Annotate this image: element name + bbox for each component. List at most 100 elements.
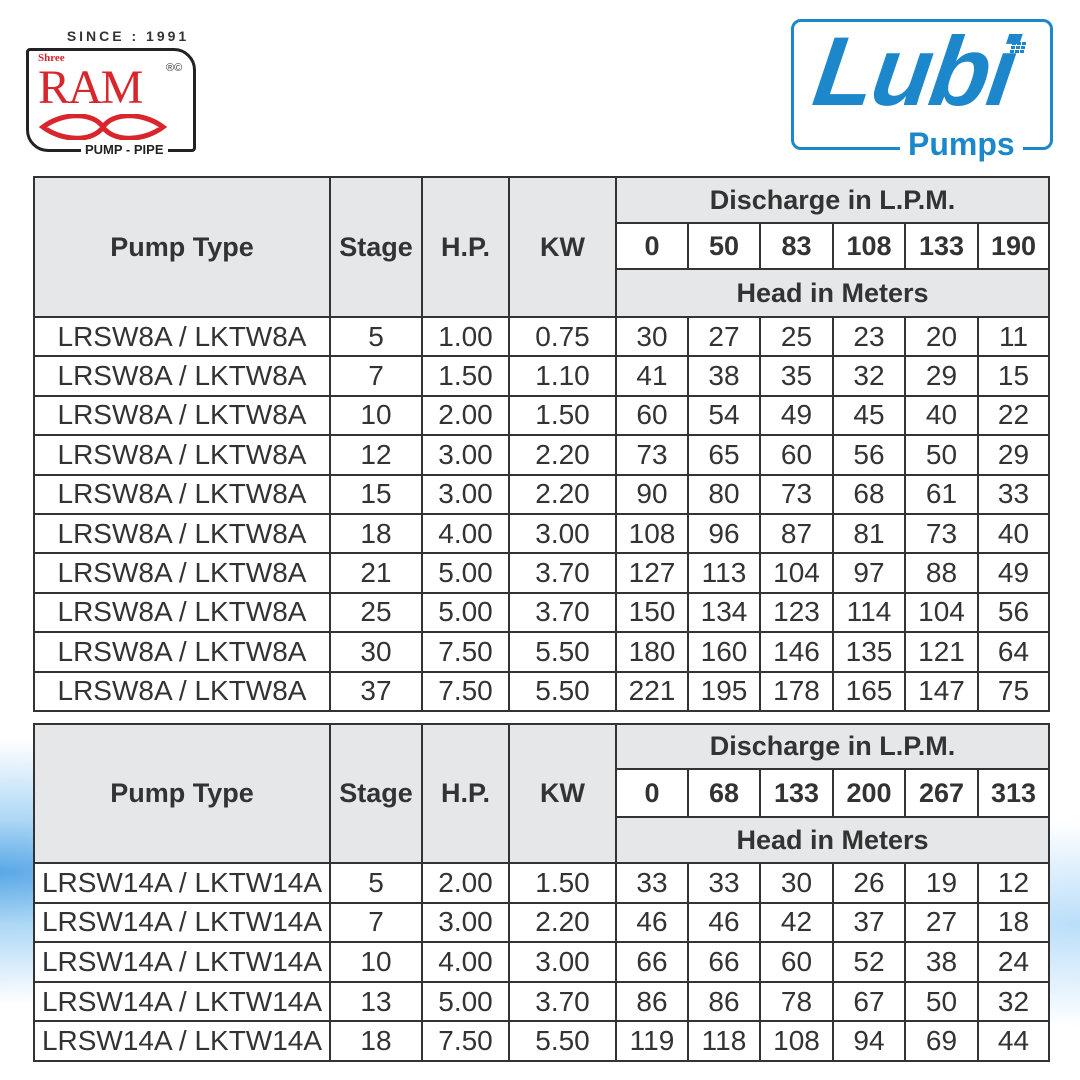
pump-type-cell: LRSW8A / LKTW8A — [33, 394, 331, 437]
stage-cell: 15 — [329, 473, 423, 515]
head-cell: 73 — [615, 434, 689, 476]
table-row: LRSW8A / LKTW8A 21 5.00 3.70 127 113 104 97 88 49 — [33, 552, 1050, 594]
hp-cell: 7.50 — [421, 631, 510, 673]
head-cell: 38 — [904, 941, 979, 983]
hp-cell: 2.00 — [421, 394, 510, 437]
hp-cell: 5.00 — [421, 591, 510, 634]
pump-type-cell: LRSW8A / LKTW8A — [33, 552, 331, 594]
pump-type-cell: LRSW8A / LKTW8A — [33, 355, 331, 397]
head-cell: 50 — [904, 434, 979, 476]
hp-cell: 4.00 — [421, 941, 510, 983]
head-cell: 86 — [615, 980, 689, 1023]
table-row: LRSW14A / LKTW14A 5 2.00 1.50 33 33 30 26 19 12 — [33, 862, 1050, 904]
logo-tagline: PUMP - PIPE — [81, 142, 168, 157]
table-row: LRSW8A / LKTW8A 15 3.00 2.20 90 80 73 68 61 33 — [33, 473, 1050, 515]
pump-type-cell: LRSW8A / LKTW8A — [33, 512, 331, 555]
stage-cell: 37 — [329, 670, 423, 712]
header-discharge-value: 50 — [687, 222, 761, 270]
stage-cell: 7 — [329, 355, 423, 397]
head-cell: 38 — [687, 355, 761, 397]
stage-cell: 18 — [329, 512, 423, 555]
head-cell: 60 — [759, 434, 834, 476]
logo-swirl — [38, 114, 168, 140]
head-cell: 147 — [904, 670, 979, 712]
head-cell: 123 — [759, 591, 834, 634]
kw-cell: 0.75 — [508, 315, 617, 358]
kw-cell: 2.20 — [508, 901, 617, 944]
logo-grid-icon — [1010, 42, 1026, 53]
table-row: LRSW14A / LKTW14A 13 5.00 3.70 86 86 78 67 50 32 — [33, 980, 1050, 1023]
logo-shree: Shree — [38, 52, 65, 64]
head-cell: 52 — [832, 941, 906, 983]
table-row: LRSW8A / LKTW8A 30 7.50 5.50 180 160 146 135 121… — [33, 631, 1050, 673]
head-cell: 42 — [759, 901, 834, 944]
header-discharge-value: 190 — [977, 222, 1050, 270]
head-cell: 80 — [687, 473, 761, 515]
head-cell: 24 — [977, 941, 1050, 983]
kw-cell: 5.50 — [508, 670, 617, 712]
head-cell: 221 — [615, 670, 689, 712]
head-cell: 29 — [904, 355, 979, 397]
hp-cell: 7.50 — [421, 1020, 510, 1062]
pump-type-cell: LRSW14A / LKTW14A — [33, 901, 331, 944]
head-cell: 45 — [832, 394, 906, 437]
head-cell: 35 — [759, 355, 834, 397]
stage-cell: 12 — [329, 434, 423, 476]
kw-cell: 3.70 — [508, 552, 617, 594]
stage-cell: 7 — [329, 901, 423, 944]
head-cell: 25 — [759, 315, 834, 358]
stage-cell: 13 — [329, 980, 423, 1023]
lubi-logo: Lubi — [807, 16, 1022, 126]
kw-cell: 2.20 — [508, 434, 617, 476]
header-discharge-value: 133 — [904, 222, 979, 270]
head-cell: 37 — [832, 901, 906, 944]
head-cell: 18 — [977, 901, 1050, 944]
head-cell: 27 — [904, 901, 979, 944]
kw-cell: 3.70 — [508, 591, 617, 634]
table-row: LRSW8A / LKTW8A 37 7.50 5.50 221 195 178 165 147… — [33, 670, 1050, 712]
pump-type-cell: LRSW8A / LKTW8A — [33, 631, 331, 673]
lubi-tagline: Pumps — [900, 128, 1023, 160]
head-cell: 60 — [759, 941, 834, 983]
hp-cell: 3.00 — [421, 473, 510, 515]
head-cell: 23 — [832, 315, 906, 358]
head-cell: 150 — [615, 591, 689, 634]
pump-type-cell: LRSW8A / LKTW8A — [33, 434, 331, 476]
head-cell: 26 — [832, 862, 906, 904]
stage-cell: 10 — [329, 941, 423, 983]
header-kw: KW — [508, 176, 617, 318]
table-row: LRSW8A / LKTW8A 5 1.00 0.75 30 27 25 23 20 11 — [33, 315, 1050, 358]
kw-cell: 2.20 — [508, 473, 617, 515]
head-cell: 40 — [904, 394, 979, 437]
shree-ram-logo: SINCE : 1991 Shree RAM ®© PUMP - PIPE — [26, 28, 206, 158]
head-cell: 40 — [977, 512, 1050, 555]
table-row: LRSW14A / LKTW14A 10 4.00 3.00 66 66 60 52 38 24 — [33, 941, 1050, 983]
table-row: LRSW14A / LKTW14A 7 3.00 2.20 46 46 42 37 27 18 — [33, 901, 1050, 944]
pump-type-cell: LRSW8A / LKTW8A — [33, 670, 331, 712]
header-stage: Stage — [329, 723, 423, 864]
stage-cell: 10 — [329, 394, 423, 437]
header-hp: H.P. — [421, 176, 510, 318]
table-row: LRSW8A / LKTW8A 12 3.00 2.20 73 65 60 56 50 29 — [33, 434, 1050, 476]
head-cell: 127 — [615, 552, 689, 594]
head-cell: 73 — [904, 512, 979, 555]
table-row: LRSW8A / LKTW8A 18 4.00 3.00 108 96 87 81 73 40 — [33, 512, 1050, 555]
pump-type-cell: LRSW8A / LKTW8A — [33, 473, 331, 515]
head-cell: 64 — [977, 631, 1050, 673]
stage-cell: 30 — [329, 631, 423, 673]
head-cell: 30 — [615, 315, 689, 358]
head-cell: 66 — [687, 941, 761, 983]
head-cell: 27 — [687, 315, 761, 358]
stage-cell: 21 — [329, 552, 423, 594]
hp-cell: 1.00 — [421, 315, 510, 358]
head-cell: 32 — [832, 355, 906, 397]
head-cell: 68 — [832, 473, 906, 515]
pump-table-8a: Pump Type Stage H.P. KW Discharge in L.P.M. 0… — [33, 176, 1050, 712]
table-row: LRSW8A / LKTW8A 10 2.00 1.50 60 54 49 45 40 22 — [33, 394, 1050, 437]
head-cell: 56 — [977, 591, 1050, 634]
head-cell: 97 — [832, 552, 906, 594]
kw-cell: 3.00 — [508, 512, 617, 555]
head-cell: 108 — [759, 1020, 834, 1062]
head-cell: 114 — [832, 591, 906, 634]
head-cell: 33 — [615, 862, 689, 904]
